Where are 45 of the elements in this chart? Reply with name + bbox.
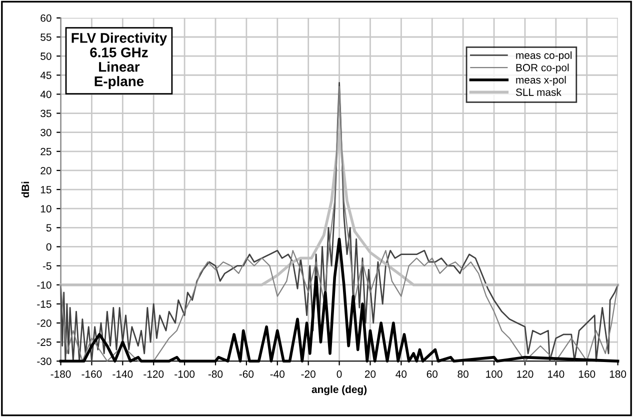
y-tick-label: -25 — [37, 338, 52, 346]
y-tick-label: -30 — [37, 358, 52, 365]
x-tick-label: 60 — [426, 370, 438, 378]
x-tick-label: -120 — [144, 370, 164, 378]
y-tick-label: 10 — [40, 205, 52, 212]
x-tick-label: 120 — [517, 370, 534, 378]
x-tick-label: -180 — [50, 370, 71, 378]
y-tick-label: 30 — [40, 128, 52, 136]
x-tick-label: 160 — [578, 370, 596, 378]
x-tick-label: 180 — [610, 370, 626, 378]
y-tick-label: -15 — [37, 300, 52, 308]
x-tick-label: 80 — [458, 370, 468, 378]
y-tick-label: 40 — [40, 90, 52, 98]
y-tick-label: 15 — [40, 186, 52, 194]
x-tick-label: 140 — [548, 370, 564, 378]
x-tick-label: -60 — [239, 370, 254, 378]
legend-label: meas co-pol — [516, 51, 572, 62]
legend-label: SLL mask — [516, 88, 562, 96]
legend-label: meas x-pol — [516, 76, 566, 86]
y-tick-label: 0 — [46, 243, 52, 251]
y-tick-label: 50 — [40, 52, 52, 60]
y-tick-label: 5 — [46, 224, 52, 232]
x-tick-label: 100 — [486, 370, 502, 378]
x-tick-label: -160 — [82, 370, 102, 378]
y-tick-label: 25 — [40, 148, 52, 156]
x-tick-label: -20 — [301, 370, 316, 378]
y-tick-label: 20 — [40, 166, 52, 174]
x-axis-title: angle (deg) — [312, 385, 367, 396]
x-tick-label: 40 — [396, 370, 407, 378]
y-axis-title: dBi — [21, 182, 30, 198]
y-tick-label: -20 — [37, 319, 52, 327]
y-tick-label: 55 — [40, 34, 52, 41]
x-tick-label: -40 — [270, 370, 285, 378]
y-tick-label: -5 — [42, 262, 52, 270]
x-tick-label: -100 — [174, 370, 195, 378]
y-tick-label: 45 — [40, 72, 52, 80]
text: FLV Directivity 6.15 GHz Linear E-plane — [72, 32, 168, 89]
legend-label: BOR co-pol — [516, 64, 569, 74]
y-tick-label: 35 — [40, 110, 52, 118]
x-tick-label: 0 — [336, 370, 342, 378]
x-tick-label: -140 — [112, 370, 133, 378]
x-tick-label: 20 — [364, 370, 376, 378]
y-tick-label: -10 — [37, 281, 52, 289]
y-tick-label: 60 — [40, 14, 52, 22]
x-tick-label: -80 — [208, 370, 223, 378]
